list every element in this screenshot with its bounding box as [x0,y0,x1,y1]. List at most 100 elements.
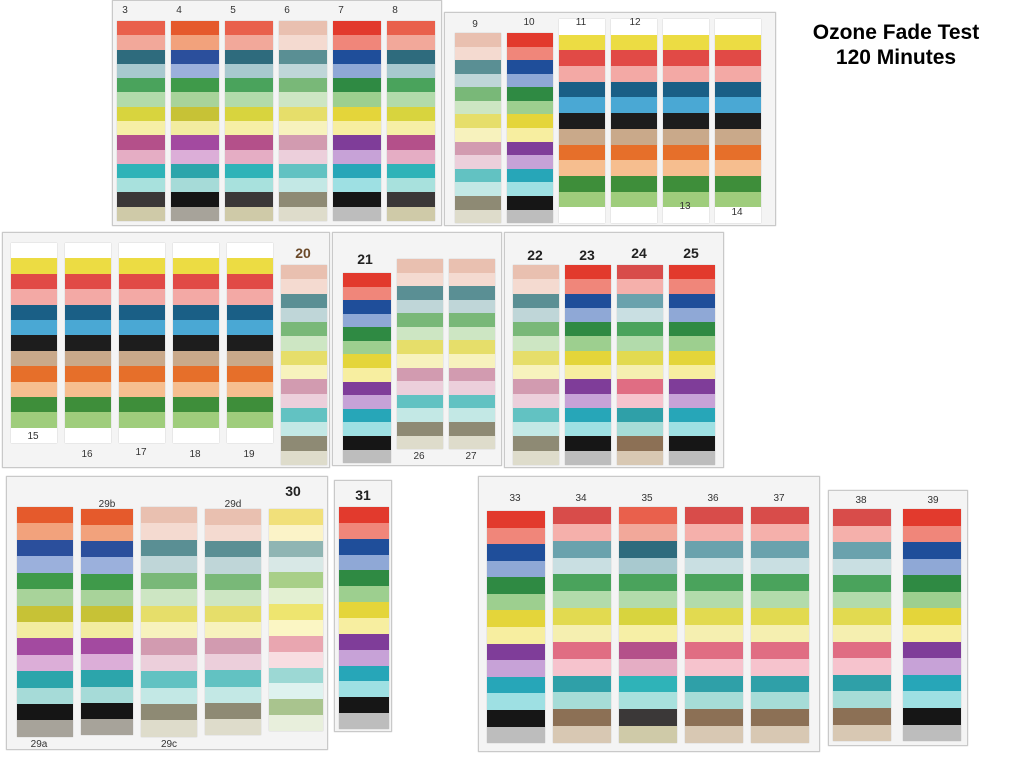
color-band [333,192,381,207]
color-band [81,589,133,606]
color-band [11,427,57,443]
color-band [833,707,891,725]
color-band [117,63,165,79]
color-band [281,350,327,365]
color-band [751,658,809,676]
swatch-strip-18 [173,243,219,443]
color-band [387,178,435,193]
color-band [279,63,327,79]
color-band [565,379,611,394]
color-band [81,525,133,542]
color-band [117,21,165,36]
color-band [205,557,261,574]
color-band [11,289,57,305]
color-band [81,541,133,558]
color-band [227,335,273,351]
color-band [65,381,111,397]
swatch-strip-22 [513,265,559,465]
color-band [171,35,219,50]
color-band [449,313,495,327]
color-band [343,313,391,328]
color-band [559,97,605,114]
color-band [17,671,73,688]
swatch-strip-20 [281,265,327,465]
color-band [685,726,743,743]
color-band [669,364,715,380]
color-band [669,293,715,308]
color-band [487,511,545,528]
color-band [339,713,389,729]
color-band [339,633,389,650]
color-band [173,396,219,413]
color-band [387,135,435,150]
color-band [507,46,553,61]
color-band [65,427,111,443]
color-band [205,525,261,542]
sample-panel-22-25: 22 23 24 25 [504,232,724,468]
color-band [559,34,605,51]
color-band [455,87,501,101]
color-band [279,120,327,136]
color-band [387,149,435,164]
strip-label-17: 17 [135,447,147,458]
color-band [565,279,611,294]
color-band [387,106,435,121]
color-band [553,641,611,659]
swatch-strip-29c [141,507,197,737]
swatch-strip-21 [343,273,391,463]
color-band [663,191,709,208]
color-band [715,19,761,35]
color-band [455,114,501,129]
swatch-strip-11 [559,19,605,223]
color-band [281,293,327,308]
color-band [669,379,715,394]
sample-panel-31: 31 [334,480,392,732]
color-band [119,412,165,428]
color-band [513,279,559,294]
strip-label-29d: 29d [224,499,242,510]
color-band [663,160,709,176]
color-band [141,507,197,524]
swatch-strip-9 [455,33,501,223]
color-band [339,665,389,682]
color-band [487,643,545,661]
color-band [117,149,165,164]
color-band [343,395,391,409]
strip-label-38: 38 [855,495,867,506]
color-band [269,715,323,731]
color-band [487,709,545,727]
color-band [617,265,663,280]
color-band [119,335,165,351]
color-band [513,422,559,437]
color-band [281,265,327,280]
color-band [333,106,381,121]
color-band [619,709,677,727]
color-band [81,638,133,655]
color-band [171,149,219,164]
color-band [171,63,219,79]
strip-label-5: 5 [230,5,236,16]
color-band [11,304,57,320]
color-band [617,364,663,380]
color-band [387,206,435,221]
color-band [751,675,809,693]
color-band [17,704,73,721]
color-band [141,638,197,655]
color-band [65,273,111,290]
strip-label-16: 16 [81,449,93,460]
color-band [173,335,219,351]
color-band [141,539,197,557]
color-band [81,654,133,671]
color-band [617,336,663,351]
color-band [281,393,327,408]
color-band [619,675,677,693]
color-band [17,507,73,524]
color-band [507,141,553,156]
color-band [333,120,381,136]
strip-label-34: 34 [575,493,587,504]
color-band [565,450,611,465]
color-band [343,408,391,423]
color-band [833,641,891,659]
color-band [617,279,663,294]
color-band [685,591,743,609]
